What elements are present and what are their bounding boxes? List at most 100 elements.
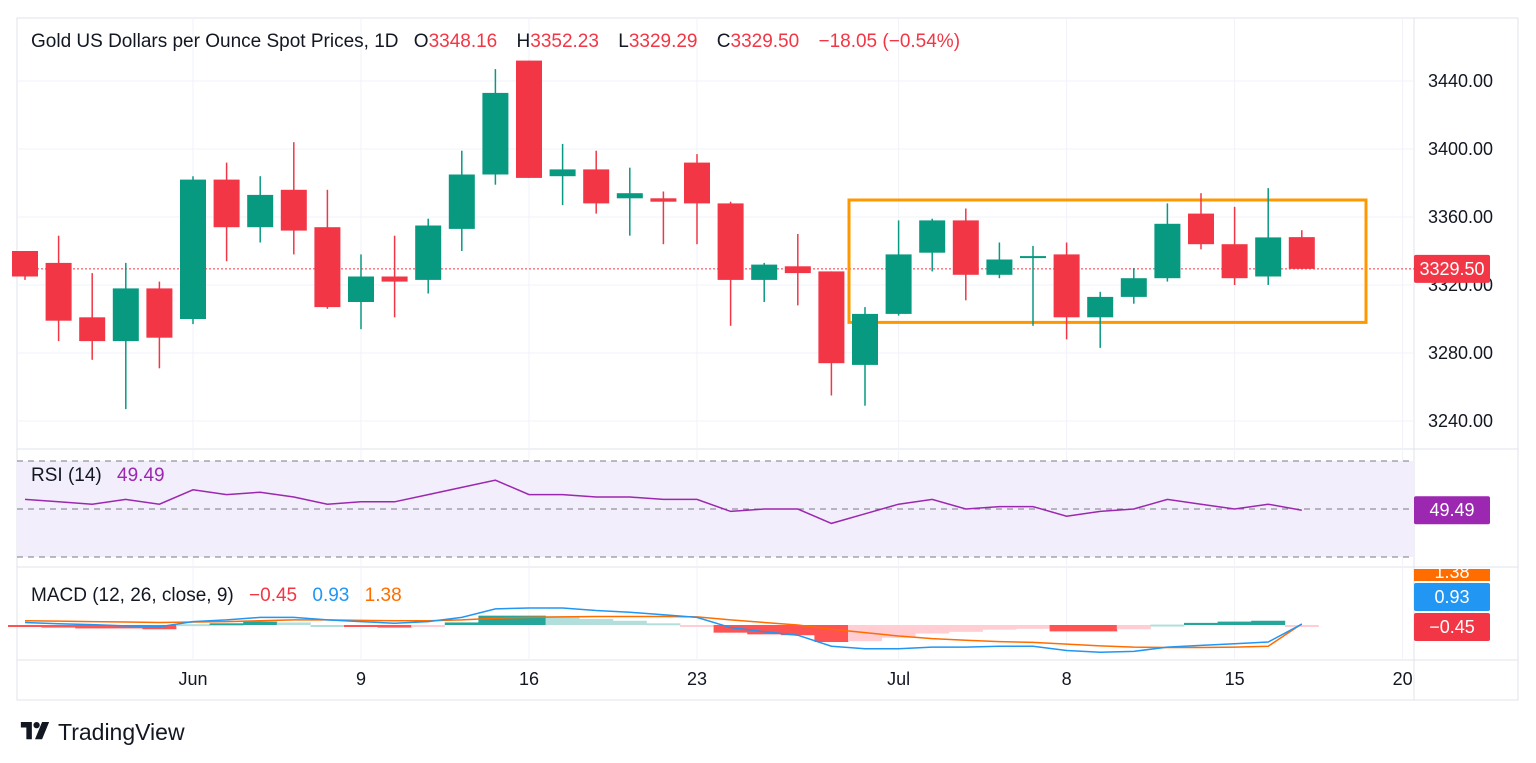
rsi-value-tag: 49.49 — [1414, 496, 1490, 525]
rsi-value: 49.49 — [117, 465, 165, 486]
candle-body — [784, 266, 811, 274]
candle-body — [1154, 223, 1181, 279]
price-tick-label: 3440.00 — [1428, 71, 1493, 91]
time-tick-label: 23 — [687, 669, 707, 689]
candle-body — [818, 271, 845, 364]
rsi-label: RSI (14) — [31, 465, 102, 486]
candle-body — [448, 174, 475, 229]
macd-line-tag-text: 0.93 — [1434, 587, 1469, 607]
macd-histogram-bar — [713, 625, 748, 633]
macd-histogram-bar — [982, 625, 1017, 630]
candle-body — [12, 251, 38, 277]
candle-body — [314, 227, 341, 308]
range-box — [847, 198, 1368, 324]
macd-histogram-bar — [1116, 625, 1151, 630]
candle — [12, 251, 38, 280]
candle — [516, 60, 542, 178]
candle — [381, 235, 408, 318]
macd-histogram-bar — [915, 625, 950, 634]
candle-body — [247, 194, 274, 228]
candle-body — [616, 193, 643, 199]
candle-body — [986, 259, 1013, 275]
candle — [213, 162, 240, 262]
candle — [45, 235, 72, 342]
price-axis: 3440.003400.003360.003320.003280.003240.… — [1428, 71, 1493, 431]
macd-line-value: 0.93 — [312, 585, 350, 606]
candle — [784, 234, 811, 306]
candles-layer — [12, 60, 1315, 410]
chart-frame — [16, 17, 1519, 701]
last-price-tag-text: 3329.50 — [1419, 259, 1484, 279]
main-legend: Gold US Dollars per Ounce Spot Prices, 1… — [31, 31, 964, 53]
macd-histogram-bar — [478, 615, 513, 625]
candle — [583, 150, 610, 214]
time-tick-label: Jul — [887, 669, 910, 689]
candle — [684, 154, 710, 245]
time-axis: Jun 9 16 23 Jul 8 15 20 — [178, 669, 1412, 689]
time-tick-label: Jun — [178, 669, 207, 689]
macd-histogram-bar — [276, 622, 311, 625]
candle-body — [1120, 278, 1147, 297]
price-tick-label: 3360.00 — [1428, 207, 1493, 227]
candle — [146, 281, 173, 369]
rsi-line — [24, 479, 1302, 525]
candle-body — [650, 198, 677, 202]
candle — [919, 218, 946, 272]
candle — [180, 176, 206, 325]
time-tick-label: 8 — [1062, 669, 1072, 689]
macd-histogram-tag: −0.45 — [1414, 613, 1490, 641]
macd-histogram-bar — [948, 625, 983, 632]
rsi-layer — [24, 479, 1302, 525]
macd-histogram-bar — [1284, 625, 1319, 627]
macd-signal-line — [24, 615, 1303, 649]
candle-body — [381, 276, 408, 282]
candle-body — [852, 313, 878, 365]
candle — [1188, 193, 1214, 250]
ohlc-close: C3329.50 — [716, 31, 800, 52]
candle-body — [1255, 237, 1282, 277]
candle-body — [1188, 213, 1214, 245]
candle-body — [112, 288, 139, 342]
macd-label: MACD (12, 26, close, 9) — [31, 585, 234, 606]
candle — [1020, 245, 1046, 326]
ohlc-change: −18.05 (−0.54%) — [818, 31, 961, 52]
macd-histogram-bar — [1251, 620, 1286, 625]
macd-histogram-bar — [411, 625, 446, 627]
macd-legend: MACD (12, 26, close, 9) −0.45 0.93 1.38 — [31, 585, 406, 607]
candle-body — [885, 254, 912, 314]
candle — [952, 208, 979, 301]
candle — [818, 271, 845, 396]
macd-histogram-bar — [612, 620, 647, 625]
candle-body — [549, 169, 576, 177]
last-price-tag-bg — [1414, 254, 1490, 283]
time-tick-label: 15 — [1225, 669, 1245, 689]
symbol-title: Gold US Dollars per Ounce Spot Prices, 1… — [31, 31, 399, 52]
candle-body — [213, 179, 240, 228]
macd-line — [24, 607, 1303, 653]
candle-body — [1288, 237, 1315, 269]
candle — [1120, 268, 1147, 304]
macd-signal-tag-text: 1.38 — [1434, 562, 1469, 582]
candle-body — [79, 317, 106, 342]
macd-histogram-bar — [1016, 625, 1050, 629]
tradingview-brand[interactable]: TradingView — [18, 719, 185, 746]
macd-layer — [8, 607, 1319, 653]
macd-histogram-bar — [1049, 625, 1084, 632]
macd-histogram-bar — [579, 619, 614, 625]
price-tick-label: 3280.00 — [1428, 343, 1493, 363]
macd-histogram-bar — [209, 623, 244, 626]
candle-body — [1020, 256, 1046, 259]
macd-histogram-bar — [646, 623, 681, 626]
candle — [280, 142, 307, 255]
macd-histogram-bar — [1217, 621, 1252, 625]
candle — [348, 254, 374, 330]
macd-histogram-bar — [344, 625, 378, 627]
candle — [616, 167, 643, 236]
time-tick-label: 16 — [519, 669, 539, 689]
candle-body — [919, 220, 946, 253]
ohlc-open: O3348.16 — [413, 31, 498, 52]
candle-body — [482, 92, 509, 175]
candle — [885, 220, 912, 316]
candle — [112, 262, 139, 410]
